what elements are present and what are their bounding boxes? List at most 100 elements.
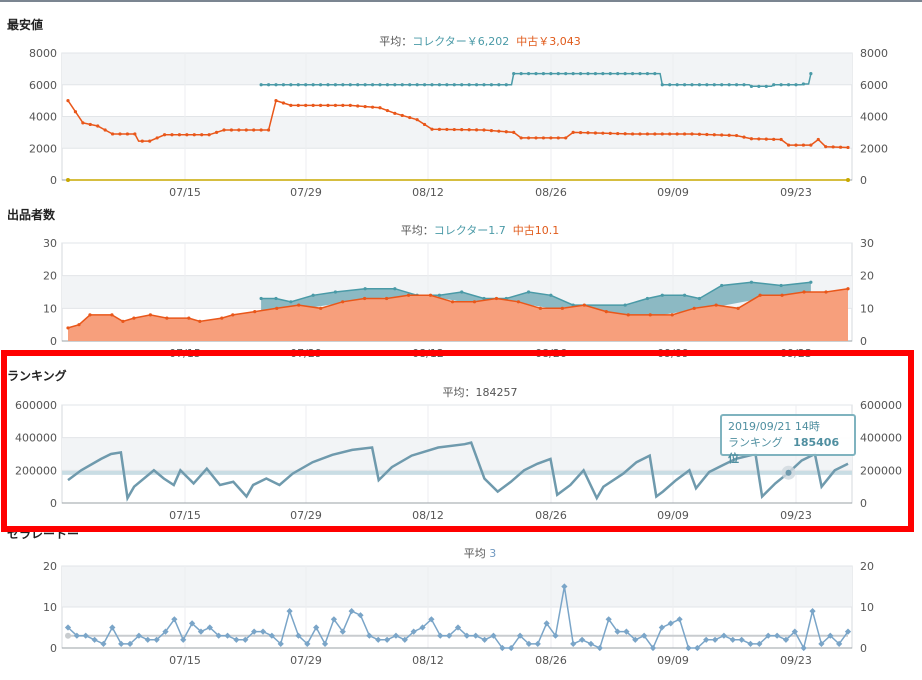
price-y-tick-left: 4000 — [29, 111, 57, 124]
price-collector-point — [638, 72, 642, 76]
price-collector-point — [712, 83, 716, 87]
sellers-collector-point — [363, 287, 367, 291]
price-used-point — [838, 145, 843, 149]
fourth-point — [827, 632, 834, 639]
price-used-point — [824, 145, 828, 149]
price-used-point — [608, 131, 612, 135]
fourth-point — [791, 628, 798, 635]
fourth-point — [392, 632, 400, 639]
price-used-point — [259, 128, 263, 132]
price-collector-point — [675, 83, 679, 87]
price-used-point — [289, 103, 293, 107]
sellers-collector-point — [660, 293, 664, 297]
fourth-point — [658, 624, 665, 631]
fourth-point — [738, 636, 745, 643]
price-used-point — [252, 128, 256, 132]
price-collector-point — [385, 83, 390, 87]
ranking-x-tick: 07/29 — [290, 509, 322, 522]
sellers-used-point — [363, 296, 367, 301]
price-used-point — [697, 132, 702, 136]
fourth-point — [215, 632, 222, 639]
price-collector-point — [623, 72, 627, 76]
fourth-point — [844, 628, 852, 635]
sellers-used-point — [582, 303, 586, 307]
price-used-point — [720, 133, 724, 137]
fourth-point — [623, 628, 630, 635]
price-used-point — [489, 128, 494, 133]
fourth-point — [729, 636, 736, 643]
sellers-used-point — [148, 313, 152, 317]
price-used-point — [801, 143, 806, 147]
price-x-tick: 09/23 — [780, 186, 812, 199]
fourth-point — [481, 636, 488, 643]
price-used-point — [333, 103, 338, 107]
price-used-point — [586, 131, 590, 135]
sellers-used-point — [231, 313, 235, 317]
price-used-point — [437, 127, 442, 131]
sellers-avg-prefix: 平均： — [400, 224, 434, 237]
top-border — [0, 0, 922, 2]
price-collector-point — [467, 83, 471, 87]
price-collector-point — [727, 83, 731, 87]
price-collector-point — [697, 83, 702, 87]
price-used-point — [630, 132, 635, 136]
price-used-point — [742, 135, 746, 139]
price-collector-point — [304, 83, 308, 87]
fourth-point — [437, 632, 444, 639]
price-used-point — [482, 128, 486, 132]
price-used-point — [779, 137, 783, 142]
sellers-collector-point — [549, 293, 553, 297]
price-used-point — [207, 133, 211, 137]
fourth-point — [516, 632, 524, 639]
price-used-point — [460, 128, 464, 132]
price-used-point — [341, 103, 345, 107]
price-y-tick-right: 0 — [860, 174, 867, 187]
sellers-used-point — [88, 313, 92, 317]
price-collector-point — [720, 83, 724, 87]
price-collector-point — [415, 83, 419, 87]
price-used-point — [786, 143, 791, 147]
price-collector-point — [512, 72, 516, 76]
fourth-point — [720, 632, 728, 639]
sellers-avg-label: 平均：コレクター1.7 中古10.1 — [300, 222, 660, 238]
price-used-point — [816, 137, 820, 142]
price-collector-point — [779, 83, 783, 87]
ranking-x-tick: 08/26 — [535, 509, 567, 522]
price-used-point — [400, 113, 404, 118]
price-used-point — [274, 99, 278, 103]
sellers-used-point — [450, 300, 455, 304]
price-used-point — [415, 118, 419, 122]
price-collector-point — [356, 83, 360, 87]
price-used-point — [616, 131, 620, 136]
price-section-title: 最安値 — [7, 18, 44, 32]
price-collector-point — [794, 83, 798, 87]
price-used-point — [378, 106, 382, 110]
sellers-collector-point — [720, 283, 724, 288]
fourth-y-tick-right: 20 — [860, 560, 874, 573]
price-collector-point — [422, 83, 427, 87]
price-used-point — [549, 136, 553, 140]
fourth-point — [330, 616, 338, 623]
price-used-point — [846, 145, 850, 150]
fourth-y-tick-left: 0 — [50, 642, 57, 655]
sellers-used-point — [516, 300, 521, 304]
price-used-point — [445, 127, 449, 132]
ranking-x-tick: 08/12 — [412, 509, 444, 522]
price-collector-point — [705, 83, 709, 87]
sellers-collector-point — [682, 293, 687, 297]
price-used-point — [638, 132, 642, 136]
fourth-point — [632, 636, 639, 643]
price-collector-point — [578, 72, 583, 76]
sellers-used-point — [165, 316, 169, 320]
fourth-point — [818, 640, 825, 648]
ranking-y-tick-left: 0 — [50, 497, 57, 510]
sellers-used-point — [736, 306, 740, 310]
price-used-point — [749, 137, 754, 141]
price-used-point — [512, 130, 516, 134]
price-used-point — [118, 132, 122, 136]
sellers-collector-point — [259, 296, 263, 301]
sellers-used-line — [67, 287, 849, 329]
ranking-x-tick: 09/23 — [780, 509, 812, 522]
